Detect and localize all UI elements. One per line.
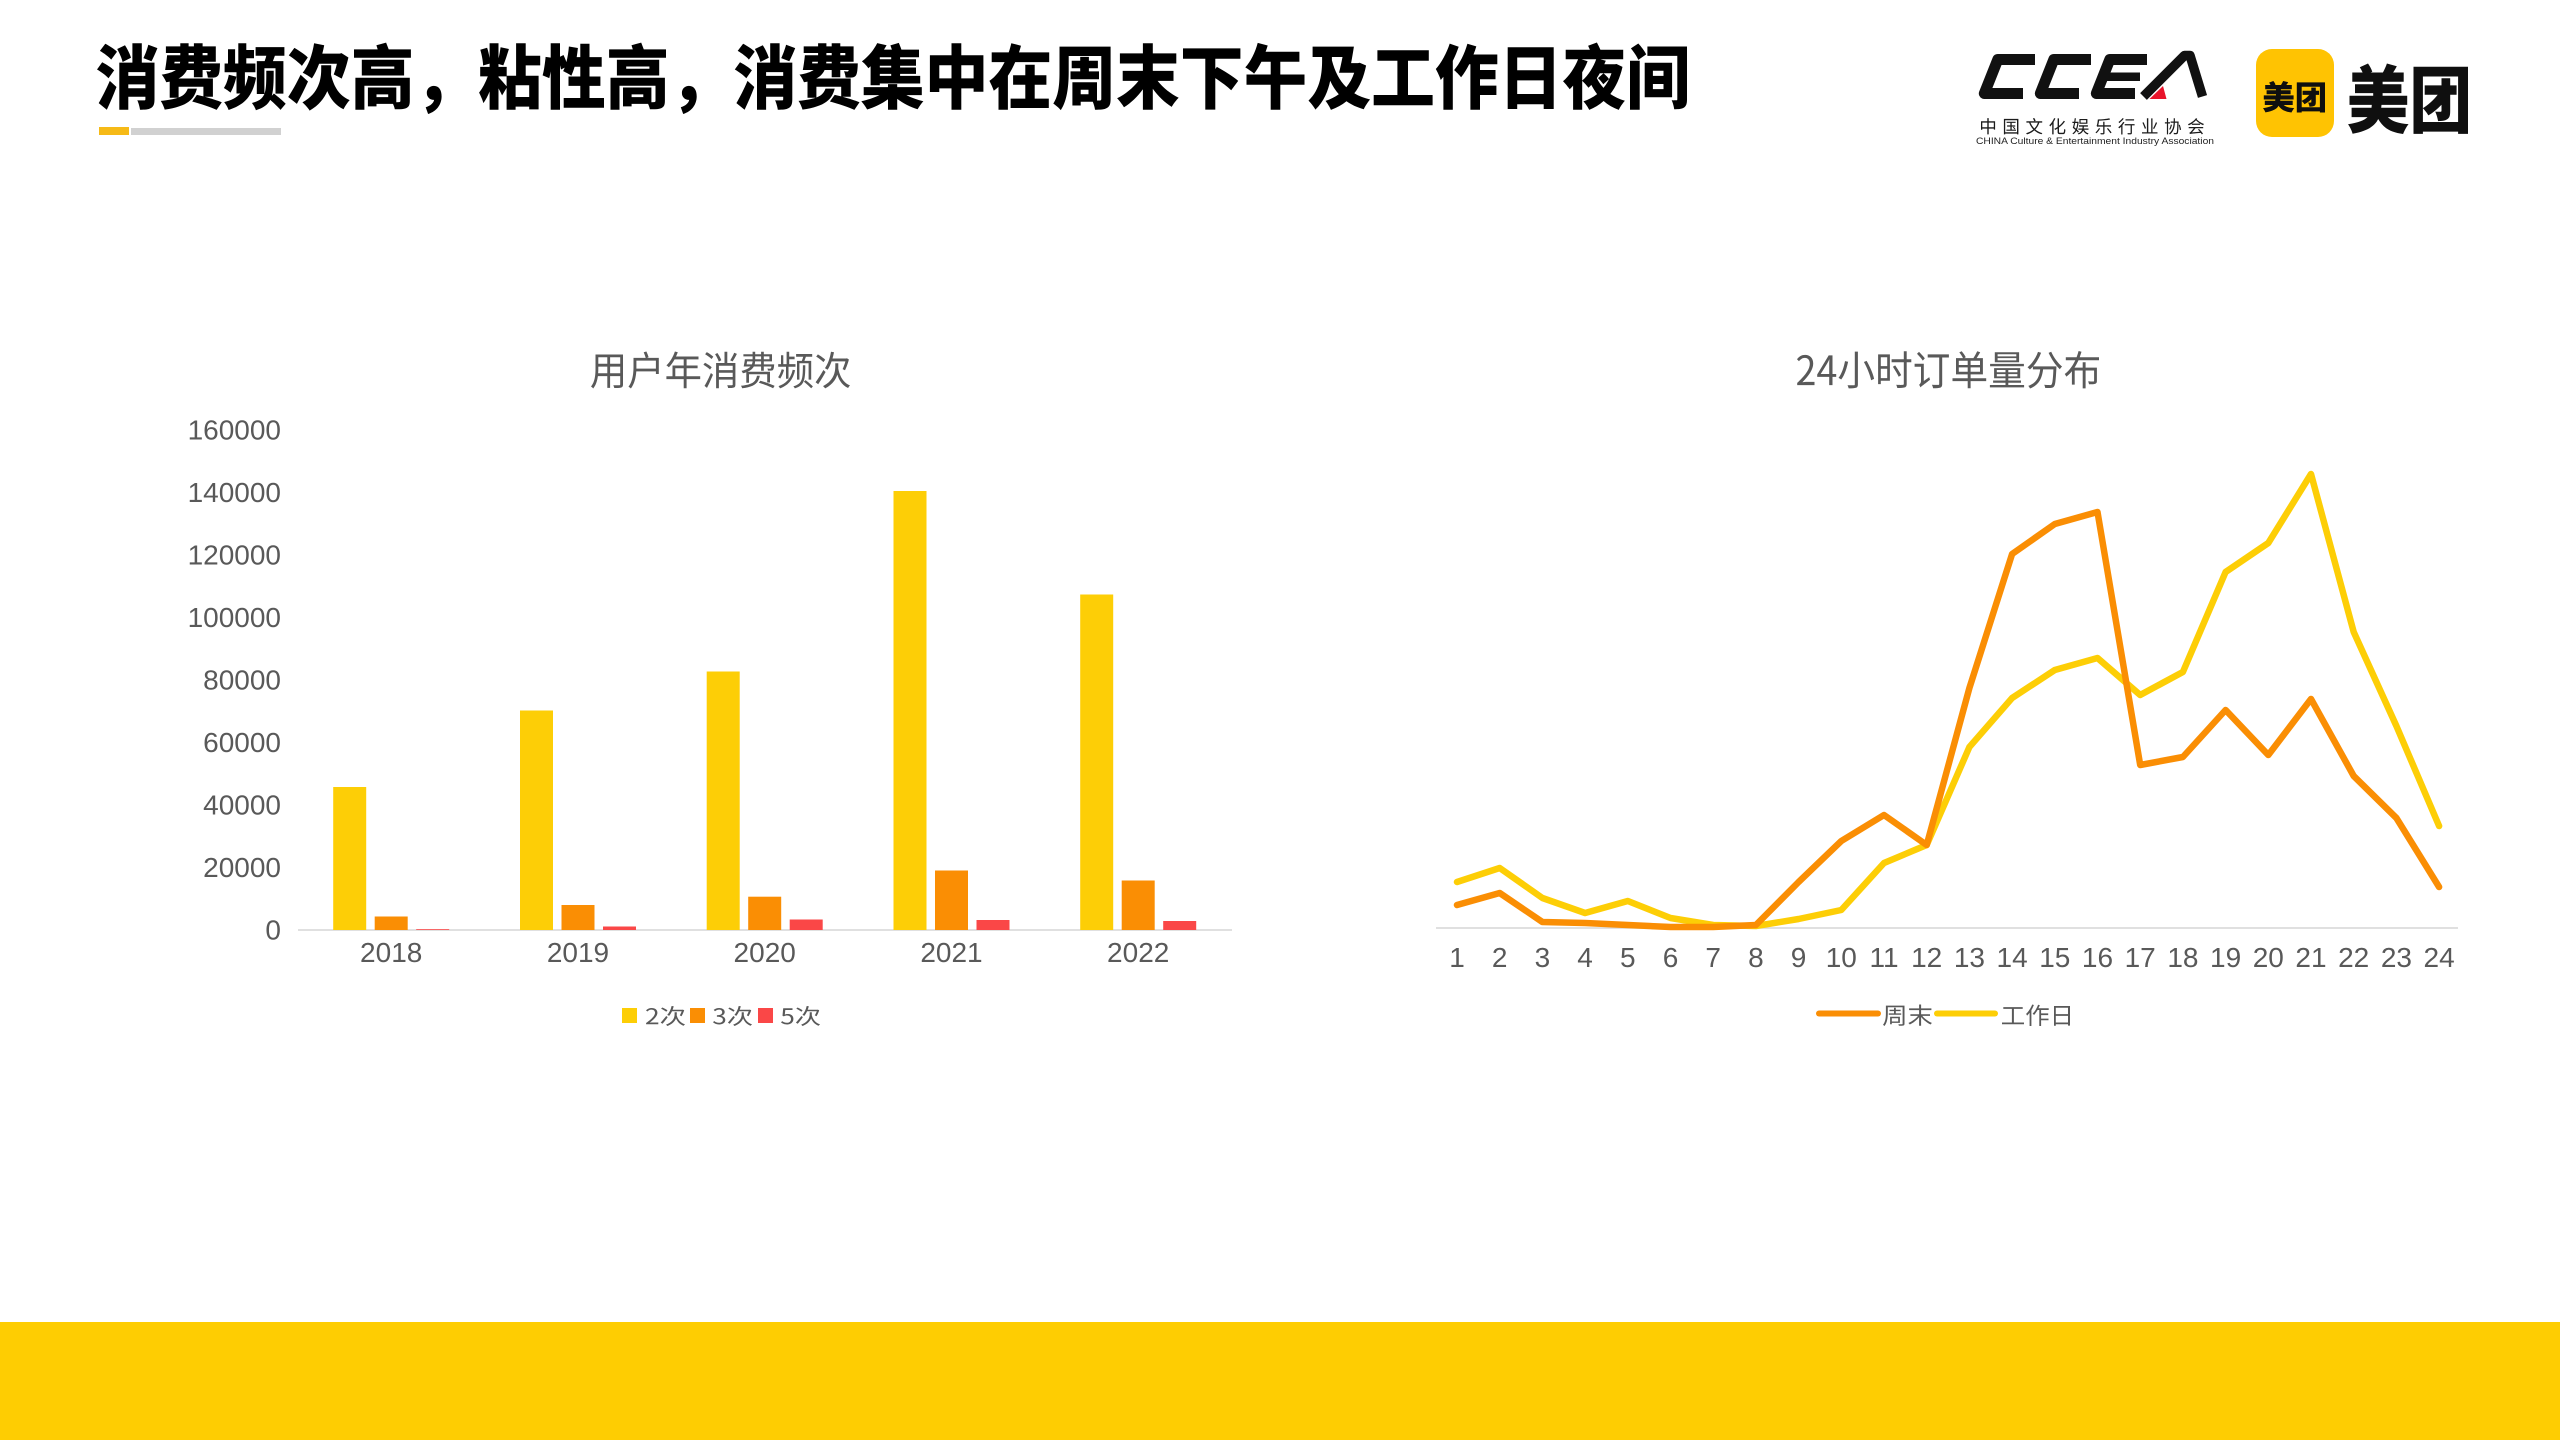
svg-text:2020: 2020 [734, 937, 796, 968]
svg-text:17: 17 [2125, 942, 2156, 973]
svg-text:140000: 140000 [188, 477, 281, 508]
svg-text:15: 15 [2039, 942, 2070, 973]
svg-text:11: 11 [1869, 942, 1898, 973]
svg-text:1: 1 [1449, 942, 1465, 973]
svg-text:2018: 2018 [360, 937, 422, 968]
svg-text:80000: 80000 [203, 665, 281, 696]
svg-text:23: 23 [2381, 942, 2412, 973]
svg-text:0: 0 [265, 915, 281, 946]
svg-text:5: 5 [1620, 942, 1636, 973]
svg-text:160000: 160000 [188, 415, 281, 446]
svg-text:2021: 2021 [920, 937, 982, 968]
svg-text:2: 2 [1492, 942, 1508, 973]
svg-text:6: 6 [1663, 942, 1679, 973]
svg-text:40000: 40000 [203, 790, 281, 821]
svg-text:2019: 2019 [547, 937, 609, 968]
svg-text:100000: 100000 [188, 602, 281, 633]
svg-text:12: 12 [1911, 942, 1942, 973]
svg-text:CHINA Culture & Entertainment: CHINA Culture & Entertainment Industry A… [1976, 136, 2214, 146]
svg-text:18: 18 [2167, 942, 2198, 973]
svg-text:8: 8 [1748, 942, 1764, 973]
svg-text:19: 19 [2210, 942, 2241, 973]
svg-text:24: 24 [2424, 942, 2455, 973]
svg-text:3: 3 [1535, 942, 1551, 973]
svg-text:2022: 2022 [1107, 937, 1169, 968]
svg-text:120000: 120000 [188, 540, 281, 571]
svg-text:21: 21 [2295, 942, 2326, 973]
svg-text:9: 9 [1791, 942, 1807, 973]
svg-text:20: 20 [2253, 942, 2284, 973]
svg-text:13: 13 [1954, 942, 1985, 973]
svg-text:7: 7 [1705, 942, 1721, 973]
svg-text:16: 16 [2082, 942, 2113, 973]
svg-text:14: 14 [1997, 942, 2028, 973]
svg-text:20000: 20000 [203, 852, 281, 883]
svg-text:22: 22 [2338, 942, 2369, 973]
svg-text:4: 4 [1577, 942, 1593, 973]
svg-text:60000: 60000 [203, 727, 281, 758]
svg-text:10: 10 [1826, 942, 1857, 973]
